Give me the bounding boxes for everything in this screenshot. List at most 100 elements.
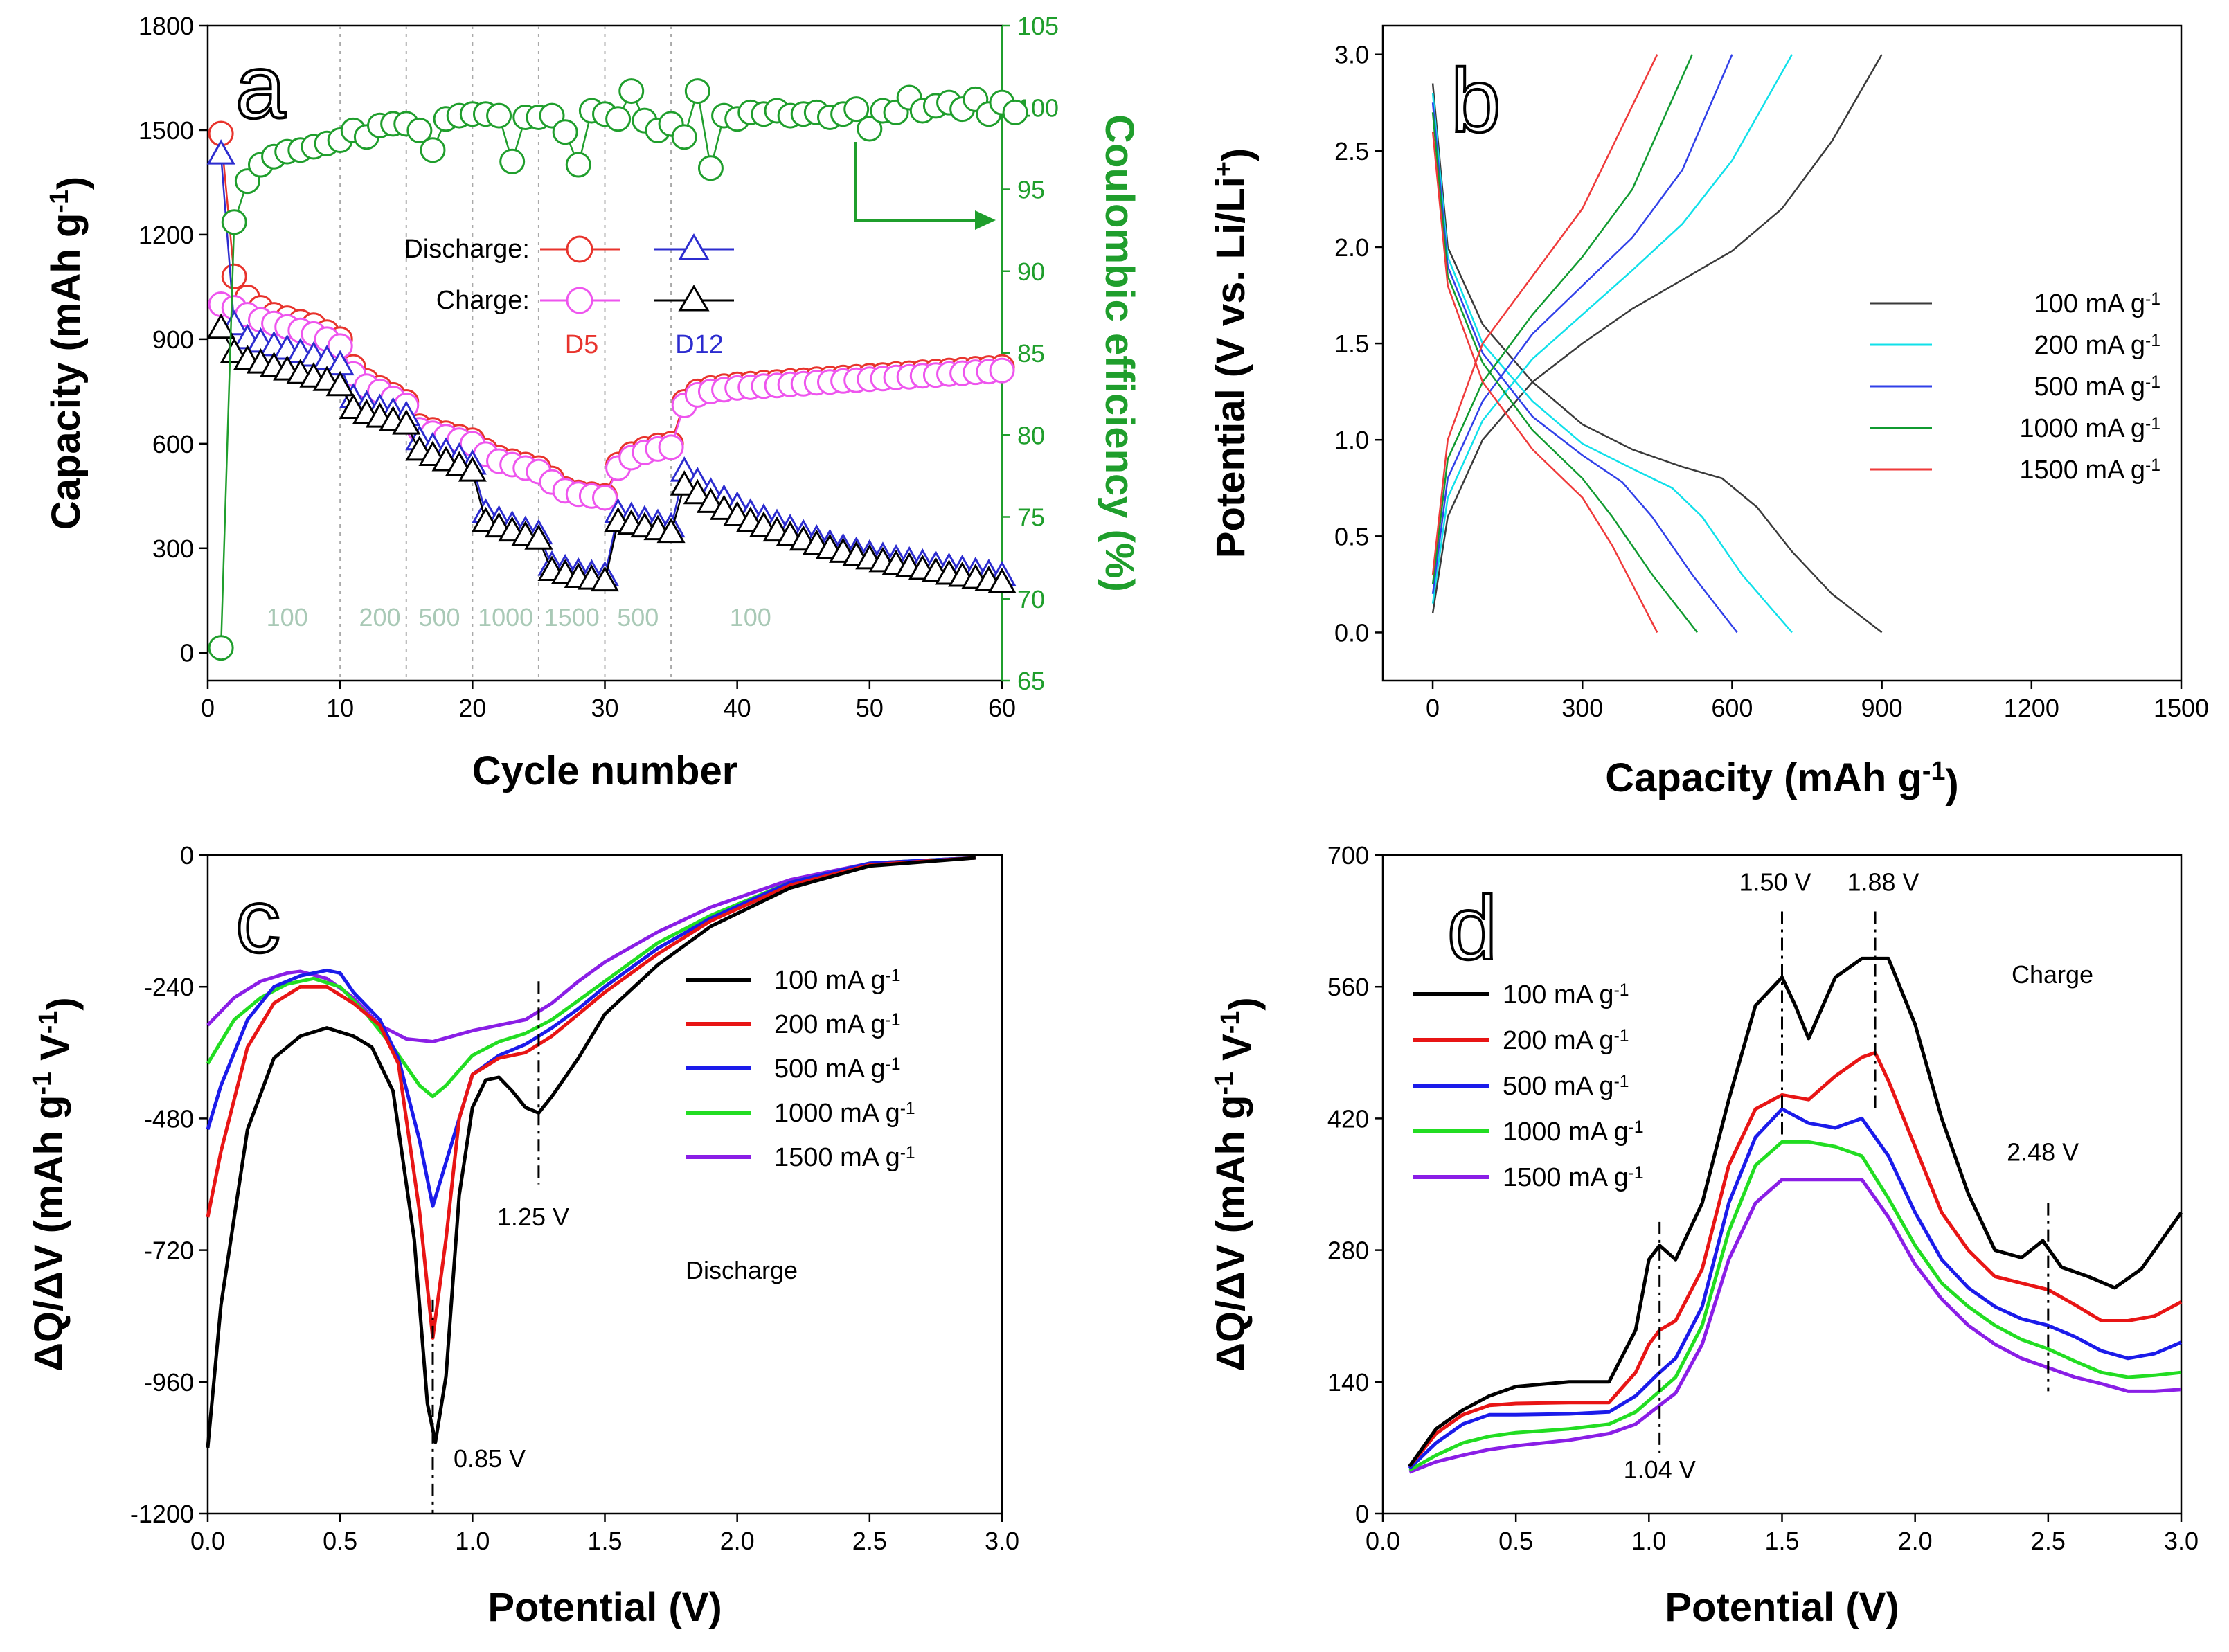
x-axis-label: Potential (V)	[487, 1585, 722, 1630]
ce-marker	[406, 117, 433, 143]
legend-label: 1500 mA g-1​	[2019, 456, 2160, 485]
x-axis-label: Capacity (mAh g-1​)	[1605, 755, 1958, 807]
legend-discharge-label: Discharge:	[404, 235, 530, 264]
y2-tick-label: 85	[1017, 339, 1045, 368]
legend-label: 100 mA g-1​	[2034, 289, 2160, 318]
y-tick-label: 280	[1327, 1237, 1369, 1265]
y-tick-label: 600	[152, 430, 194, 458]
dqdv-curve	[206, 856, 976, 1448]
y-tick-label: 560	[1327, 973, 1369, 1001]
rate-label: 100	[267, 603, 308, 631]
y-tick-label: 1500	[138, 116, 194, 145]
y-tick-label: 420	[1327, 1104, 1369, 1133]
x-tick-label: 300	[1561, 694, 1603, 722]
legend-marker-circle	[566, 287, 593, 314]
capacity-marker	[989, 357, 1015, 384]
y-tick-label: 300	[152, 535, 194, 563]
x-tick-label: 50	[856, 694, 884, 722]
x-tick-label: 10	[326, 694, 354, 722]
capacity-marker-triangle	[987, 568, 1017, 593]
legend-label: 1500 mA g-1​	[1503, 1163, 1644, 1192]
x-axis-label: Cycle number	[472, 748, 738, 793]
legend-marker-circle	[566, 235, 593, 263]
y-tick-label: 900	[152, 325, 194, 354]
ce-marker	[684, 78, 710, 105]
rate-label: 1500	[544, 603, 600, 631]
y-tick-label: 0	[180, 841, 194, 870]
y2-tick-label: 105	[1017, 12, 1059, 40]
y-tick-label: -1200	[130, 1500, 194, 1528]
panel-letter: b	[1451, 50, 1501, 151]
capacity-marker	[658, 434, 684, 460]
legend-charge-label: Charge:	[436, 286, 530, 315]
x-tick-label: 3.0	[985, 1527, 1019, 1555]
y2-tick-label: 95	[1017, 176, 1045, 204]
plot-frame	[206, 854, 1003, 1515]
dqdv-curve	[1408, 956, 2183, 1468]
charge-curve	[1431, 54, 1733, 594]
x-tick-label: 0.5	[1498, 1527, 1533, 1555]
x-tick-label: 30	[591, 694, 618, 722]
x-tick-label: 2.5	[852, 1527, 887, 1555]
y-tick-label: 0.0	[1334, 618, 1369, 647]
annotation: 1.88 V	[1847, 868, 1919, 897]
legend-label: 500 mA g-1​	[774, 1054, 901, 1084]
legend-label: 1000 mA g-1​	[1503, 1117, 1644, 1147]
y-tick-label: -720	[144, 1237, 194, 1265]
rate-label: 500	[617, 603, 659, 631]
rate-label: 200	[359, 603, 400, 631]
y-tick-label: 700	[1327, 841, 1369, 870]
rate-label: 100	[730, 603, 771, 631]
x-axis-label: Potential (V)	[1665, 1585, 1899, 1630]
legend-label: 500 mA g-1​	[1503, 1072, 1629, 1101]
y-tick-label: 0	[180, 639, 194, 667]
panel-letter: c	[235, 870, 280, 971]
ce-marker	[486, 102, 512, 129]
capacity-marker-triangle	[220, 337, 249, 363]
capacity-marker-triangle	[656, 517, 686, 544]
x-tick-label: 20	[458, 694, 486, 722]
charge-curve	[1431, 54, 1883, 613]
annotation-discharge: Discharge	[686, 1256, 798, 1284]
y-axis-label: Capacity (mAh g-1​)	[44, 177, 95, 530]
dqdv-curve	[206, 856, 976, 1043]
x-tick-label: 0	[1426, 694, 1440, 722]
rate-label: 1000	[478, 603, 533, 631]
dqdv-curve	[206, 856, 976, 1208]
legend-label: 1500 mA g-1​	[774, 1143, 915, 1172]
annotation: 2.48 V	[2007, 1138, 2079, 1167]
ce-marker	[499, 148, 526, 174]
x-tick-label: 60	[988, 694, 1016, 722]
y-tick-label: 3.0	[1334, 41, 1369, 69]
x-tick-label: 2.0	[720, 1527, 755, 1555]
capacity-marker-triangle	[670, 470, 699, 496]
legend-marker-triangle	[678, 233, 710, 260]
dqdv-curve	[206, 856, 976, 1340]
x-tick-label: 1.0	[455, 1527, 490, 1555]
y2-tick-label: 70	[1017, 585, 1045, 613]
annotation: 0.85 V	[454, 1444, 526, 1473]
panel-a: 0 10 20 30 40 50 600300600900120015001800Cycle…	[44, 12, 1142, 793]
capacity-marker-triangle	[206, 313, 235, 339]
capacity-marker-triangle	[392, 409, 421, 435]
y-tick-label: 1200	[138, 221, 194, 249]
capacity-marker-triangle	[696, 487, 725, 513]
annotation: 1.04 V	[1624, 1455, 1696, 1484]
y-tick-label: -240	[144, 973, 194, 1001]
y-tick-label: 0	[1355, 1500, 1369, 1528]
charge-curve	[1431, 54, 1693, 585]
x-tick-label: 900	[1861, 694, 1903, 722]
annotation: 1.50 V	[1739, 868, 1811, 897]
x-tick-label: 0.0	[190, 1527, 225, 1555]
discharge-curve	[1431, 131, 1658, 633]
capacity-marker	[592, 485, 618, 511]
legend-label: 1000 mA g-1​	[2019, 414, 2160, 443]
x-tick-label: 1.0	[1631, 1527, 1666, 1555]
ce-marker	[552, 119, 578, 145]
legend-label: 200 mA g-1​	[2034, 331, 2160, 360]
y-tick-label: 2.0	[1334, 233, 1369, 262]
discharge-curve	[1431, 102, 1738, 634]
series-line	[220, 133, 1003, 497]
ce-arrowhead	[975, 210, 996, 230]
